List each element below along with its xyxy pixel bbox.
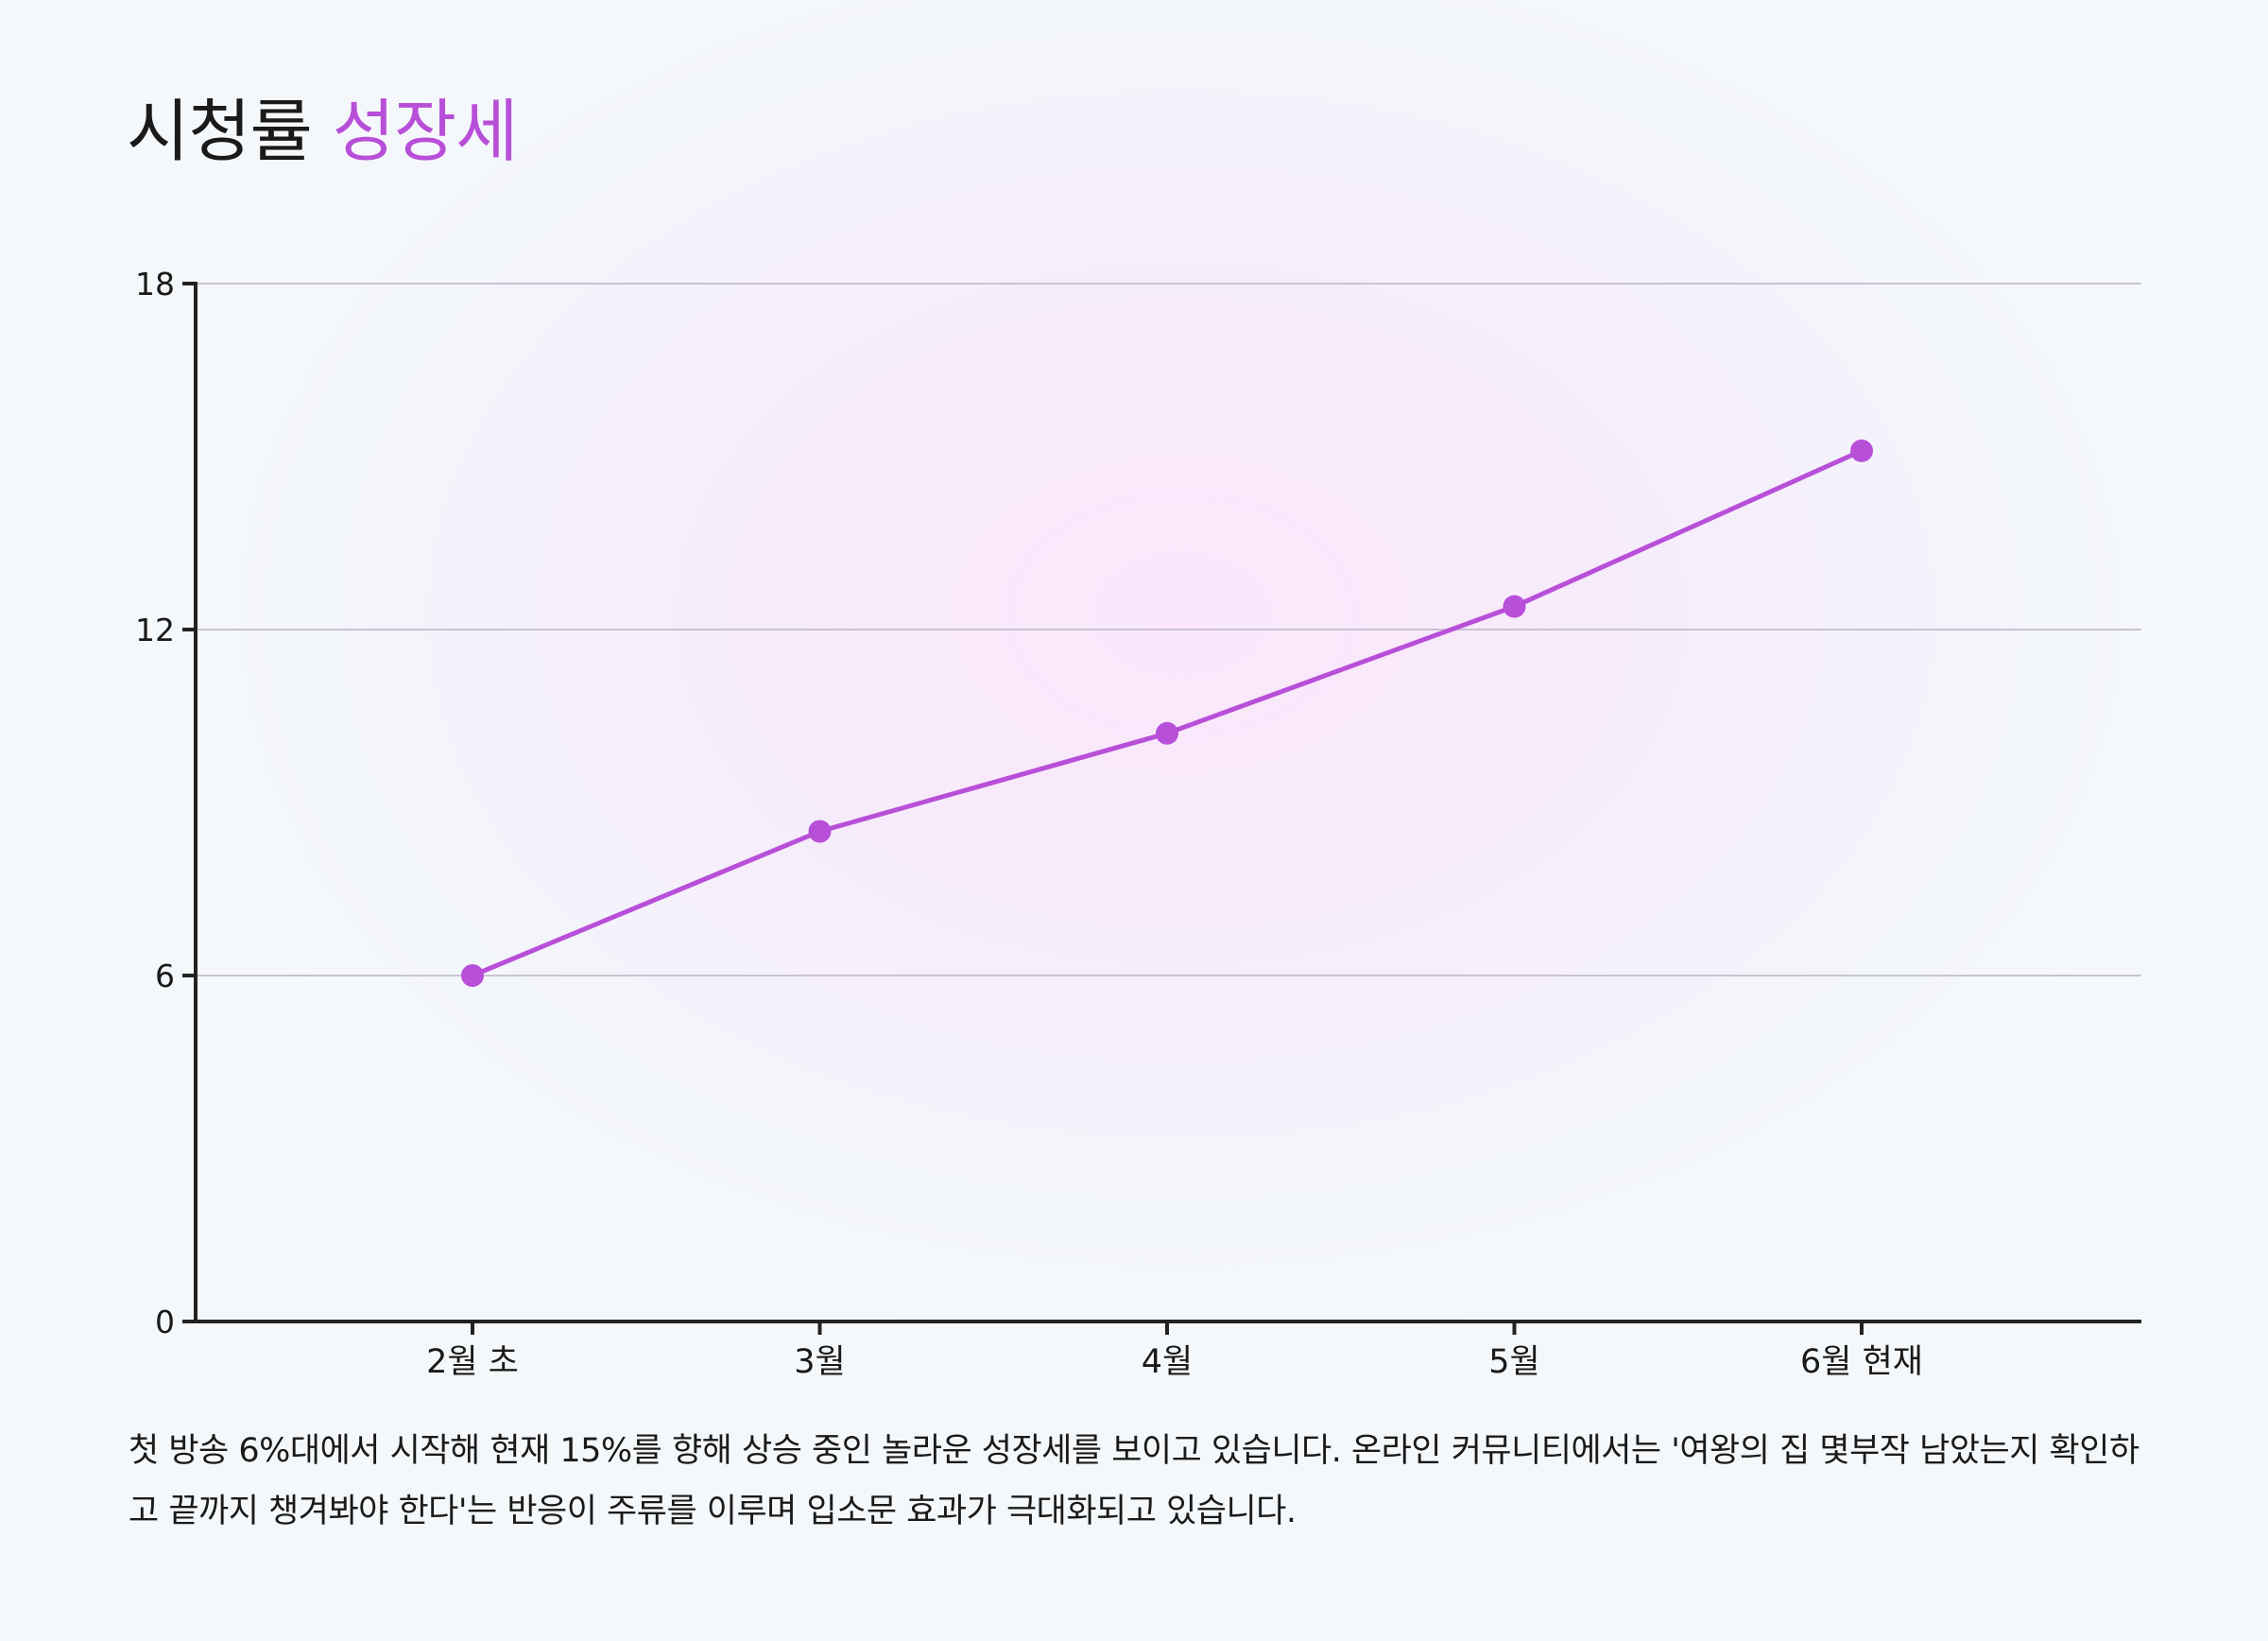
y-tick-label: 18 <box>135 266 175 302</box>
axes <box>182 282 2141 1335</box>
chart-title-main: 시청률 <box>127 92 313 171</box>
grid-lines <box>196 283 2141 976</box>
series-line <box>470 448 1864 978</box>
data-point <box>808 820 832 843</box>
data-point <box>1503 595 1526 618</box>
data-point <box>461 964 484 987</box>
data-point <box>1850 439 1873 462</box>
y-tick-label: 0 <box>155 1304 175 1340</box>
x-tick-label: 2월 초 <box>426 1343 519 1381</box>
x-tick-label: 5월 <box>1488 1343 1539 1381</box>
y-tick-label: 12 <box>135 612 175 648</box>
y-tick-label: 6 <box>155 958 175 994</box>
x-tick-label: 3월 <box>794 1343 845 1381</box>
chart-title-accent: 성장세 <box>332 92 519 171</box>
x-tick-label: 4월 <box>1142 1343 1193 1381</box>
chart-description: 첫 방송 6%대에서 시작해 현재 15%를 향해 상승 중인 놀라운 성장세를… <box>129 1432 2139 1530</box>
chart-title: 시청률 성장세 <box>127 91 519 172</box>
tick-labels: 0 6 12 18 2월 초 3월 4월 5월 6월 현재 <box>135 266 1923 1381</box>
x-tick-label: 6월 현재 <box>1800 1343 1923 1381</box>
series <box>461 439 1873 987</box>
data-point <box>1156 721 1178 745</box>
